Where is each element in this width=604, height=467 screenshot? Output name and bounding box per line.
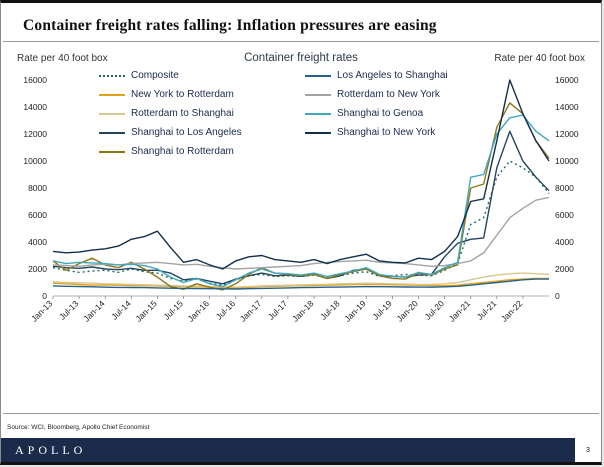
chart-area: 0 0 2000 2000 4000 4000 6000 6000 8000 8000 10000 1… xyxy=(7,66,595,371)
svg-text:10000: 10000 xyxy=(23,156,47,166)
svg-text:Jul-13: Jul-13 xyxy=(57,298,81,322)
svg-text:6000: 6000 xyxy=(28,210,47,220)
svg-text:Jul-16: Jul-16 xyxy=(214,298,238,322)
svg-text:4000: 4000 xyxy=(28,237,47,247)
brand-row: APOLLO 3 xyxy=(1,438,601,462)
svg-text:Jul-17: Jul-17 xyxy=(266,298,290,322)
chart-title: Container freight rates xyxy=(244,52,358,64)
svg-text:Jul-18: Jul-18 xyxy=(318,298,342,322)
source-row: Source: WCI, Bloomberg, Apollo Chief Eco… xyxy=(3,413,599,436)
svg-text:Jul-15: Jul-15 xyxy=(161,298,185,322)
svg-text:16000: 16000 xyxy=(555,75,579,85)
svg-text:0: 0 xyxy=(42,291,47,301)
svg-text:Jan-21: Jan-21 xyxy=(447,298,473,324)
chart-header: Rate per 40 foot box Container freight r… xyxy=(1,42,601,64)
svg-text:Jul-19: Jul-19 xyxy=(370,298,394,322)
svg-text:12000: 12000 xyxy=(555,129,579,139)
source-note: Source: WCI, Bloomberg, Apollo Chief Eco… xyxy=(7,424,150,431)
brand-bar: APOLLO xyxy=(1,438,575,462)
svg-text:4000: 4000 xyxy=(555,237,574,247)
freight-rates-line-chart: 0 0 2000 2000 4000 4000 6000 6000 8000 8000 10000 1… xyxy=(23,75,579,324)
svg-text:Jan-16: Jan-16 xyxy=(186,298,212,324)
svg-text:Jan-14: Jan-14 xyxy=(81,298,107,324)
svg-text:12000: 12000 xyxy=(23,129,47,139)
page-number: 3 xyxy=(586,446,590,454)
svg-text:0: 0 xyxy=(555,291,560,301)
svg-text:10000: 10000 xyxy=(555,156,579,166)
svg-text:Jan-18: Jan-18 xyxy=(290,298,316,324)
y-axis-title-left: Rate per 40 foot box xyxy=(17,53,108,64)
svg-text:Jul-20: Jul-20 xyxy=(423,298,447,322)
svg-text:Jul-21: Jul-21 xyxy=(475,298,499,322)
svg-text:16000: 16000 xyxy=(23,75,47,85)
svg-text:14000: 14000 xyxy=(555,102,579,112)
svg-text:14000: 14000 xyxy=(23,102,47,112)
svg-text:8000: 8000 xyxy=(28,183,47,193)
apollo-logo: APOLLO xyxy=(15,442,87,457)
page-title: Container freight rates falling: Inflati… xyxy=(23,17,437,34)
svg-text:8000: 8000 xyxy=(555,183,574,193)
svg-text:Jan-17: Jan-17 xyxy=(238,298,264,324)
svg-text:Jan-20: Jan-20 xyxy=(394,298,420,324)
svg-text:Jan-13: Jan-13 xyxy=(29,298,55,324)
svg-text:Jul-14: Jul-14 xyxy=(109,298,133,322)
svg-text:Jan-22: Jan-22 xyxy=(499,298,525,324)
y-axis-title-right: Rate per 40 foot box xyxy=(494,53,585,64)
svg-text:2000: 2000 xyxy=(555,264,574,274)
footer: Source: WCI, Bloomberg, Apollo Chief Eco… xyxy=(1,413,601,462)
page-number-box: 3 xyxy=(575,438,601,462)
title-block: Container freight rates falling: Inflati… xyxy=(3,3,599,42)
svg-text:Jan-19: Jan-19 xyxy=(342,298,368,324)
svg-text:2000: 2000 xyxy=(28,264,47,274)
svg-text:6000: 6000 xyxy=(555,210,574,220)
svg-text:Jan-15: Jan-15 xyxy=(133,298,159,324)
